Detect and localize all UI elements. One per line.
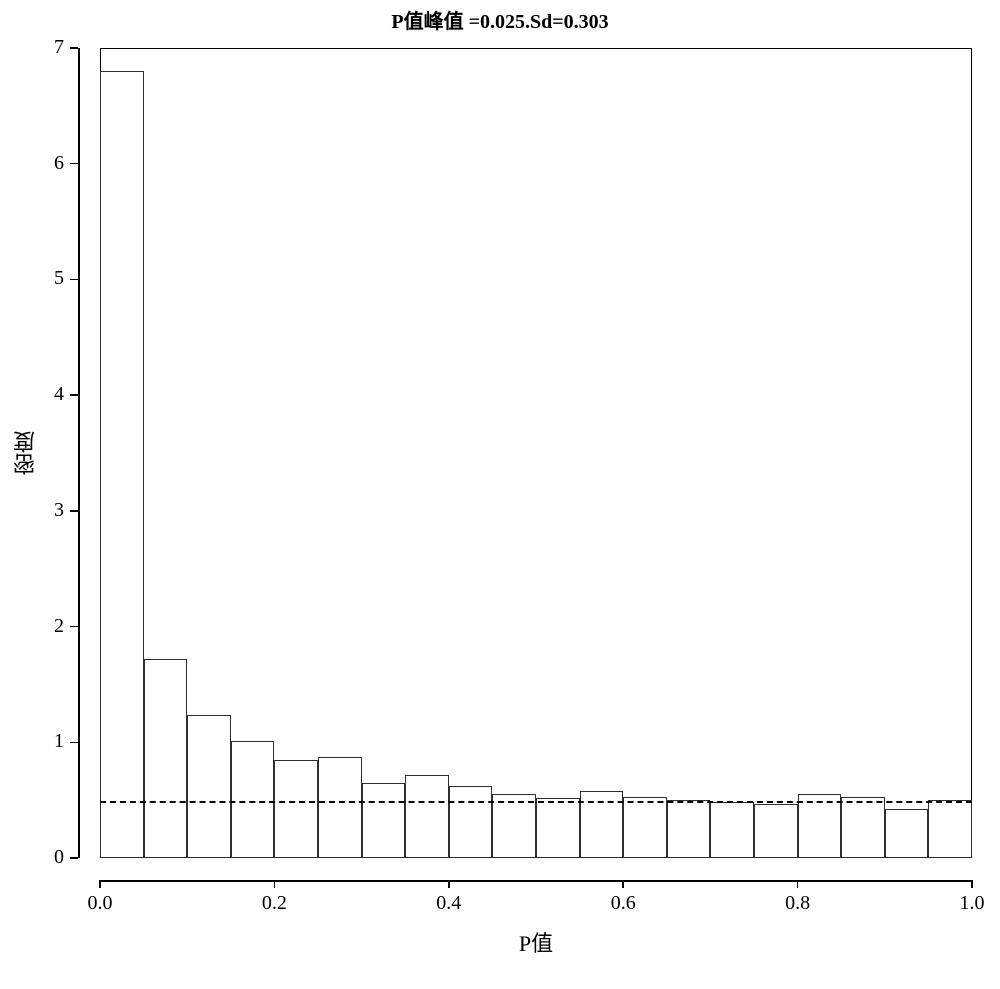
y-tick [70, 857, 78, 859]
x-tick-label: 0.8 [768, 892, 828, 915]
histogram-bar [231, 741, 275, 858]
histogram-chart: P值峰值 =0.025.Sd=0.303 0.00.20.40.60.81.0 … [0, 0, 1000, 989]
histogram-bar [362, 783, 406, 858]
histogram-bar [449, 786, 493, 858]
y-tick [70, 163, 78, 165]
x-tick-label: 0.0 [70, 892, 130, 915]
x-tick-label: 1.0 [942, 892, 1000, 915]
y-tick [70, 510, 78, 512]
y-tick [70, 279, 78, 281]
histogram-bar [536, 798, 580, 858]
histogram-bar [798, 794, 842, 858]
y-axis-line [78, 48, 80, 858]
x-tick-label: 0.4 [419, 892, 479, 915]
y-tick [70, 742, 78, 744]
y-tick [70, 626, 78, 628]
histogram-bar [623, 797, 667, 858]
y-axis-label: 密度 [12, 48, 40, 858]
x-tick [99, 880, 101, 888]
x-tick-label: 0.2 [244, 892, 304, 915]
histogram-bar [100, 71, 144, 858]
histogram-bar [318, 757, 362, 858]
histogram-bar [405, 775, 449, 858]
x-tick [274, 880, 276, 888]
x-tick [448, 880, 450, 888]
y-tick-label: 7 [40, 36, 64, 59]
y-tick [70, 47, 78, 49]
plot-area [100, 48, 974, 860]
y-tick-label: 6 [40, 152, 64, 175]
y-tick-label: 3 [40, 499, 64, 522]
x-tick [622, 880, 624, 888]
histogram-bar [492, 794, 536, 858]
histogram-bar [710, 802, 754, 858]
histogram-bar [274, 760, 318, 858]
histogram-bar [928, 800, 972, 858]
histogram-bar [187, 715, 231, 858]
histogram-bar [885, 809, 929, 858]
x-axis-line [100, 880, 972, 882]
y-tick-label: 4 [40, 383, 64, 406]
histogram-bar [754, 804, 798, 858]
histogram-bar [841, 797, 885, 858]
chart-title: P值峰值 =0.025.Sd=0.303 [0, 5, 1000, 34]
y-tick-label: 0 [40, 846, 64, 869]
y-tick-label: 1 [40, 730, 64, 753]
x-axis-label: P值 [100, 926, 972, 958]
histogram-bar [667, 800, 711, 858]
y-tick-label: 5 [40, 267, 64, 290]
y-tick [70, 394, 78, 396]
x-tick [971, 880, 973, 888]
y-tick-label: 2 [40, 615, 64, 638]
reference-line [100, 801, 972, 803]
histogram-bar [144, 659, 188, 858]
x-tick [797, 880, 799, 888]
x-tick-label: 0.6 [593, 892, 653, 915]
